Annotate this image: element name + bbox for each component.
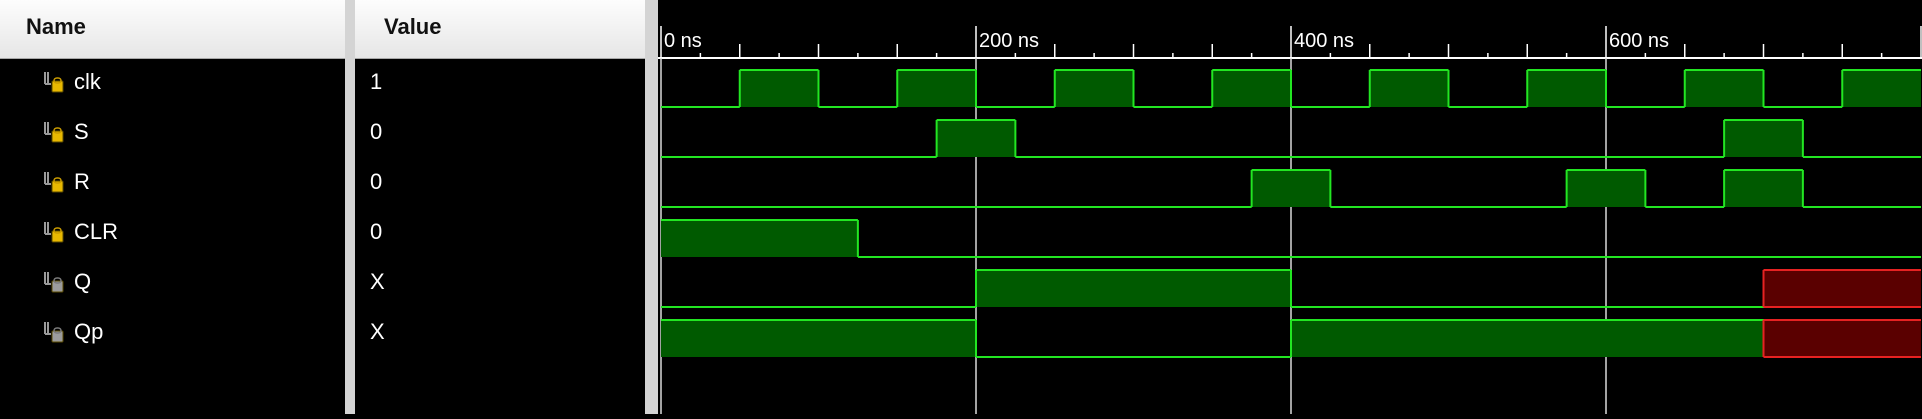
signal-name-label: S bbox=[74, 119, 89, 144]
ruler-label: 400 ns bbox=[1294, 30, 1354, 52]
output-port-icon bbox=[44, 272, 64, 293]
waveform-q-high-fill bbox=[976, 270, 1291, 307]
ruler-label: 0 ns bbox=[664, 30, 702, 52]
waveform-clk-high-fill bbox=[1054, 70, 1134, 107]
waveform-clk-high-fill bbox=[1684, 70, 1764, 107]
waveform-canvas[interactable]: 0 ns 200 ns 400 ns 600 ns bbox=[658, 0, 1922, 414]
signal-name-label: R bbox=[74, 169, 90, 194]
signal-row-clr[interactable]: CLR bbox=[0, 209, 345, 259]
ruler-label: 600 ns bbox=[1609, 30, 1669, 52]
waveform-q-unknown-fill bbox=[1763, 270, 1921, 307]
waveform-clk-high-fill bbox=[1369, 70, 1449, 107]
input-port-icon bbox=[44, 172, 64, 193]
signal-name-label: clk bbox=[74, 69, 101, 94]
signal-name-label: Q bbox=[74, 269, 92, 294]
input-port-icon bbox=[44, 122, 64, 143]
value-column-header[interactable]: Value bbox=[355, 0, 645, 59]
input-port-icon bbox=[44, 222, 64, 243]
input-port-icon bbox=[44, 72, 64, 93]
output-port-icon bbox=[44, 322, 64, 343]
signal-value: 0 bbox=[370, 169, 383, 194]
signal-row-r[interactable]: R bbox=[0, 159, 345, 209]
value-header-label: Value bbox=[384, 14, 442, 39]
ruler-label: 200 ns bbox=[979, 30, 1039, 52]
signal-row-s[interactable]: S bbox=[0, 109, 345, 159]
signal-row-q[interactable]: Q bbox=[0, 259, 345, 309]
signal-value: X bbox=[370, 319, 385, 344]
waveform-qp-high-fill bbox=[661, 320, 976, 357]
signal-row-qp[interactable]: Qp bbox=[0, 309, 345, 359]
waveform-qp-unknown-fill bbox=[1763, 320, 1921, 357]
waveform-r-high-fill bbox=[1566, 170, 1646, 207]
signal-value: 1 bbox=[370, 69, 383, 94]
waveform-panel[interactable]: 0 ns 200 ns 400 ns 600 ns bbox=[658, 0, 1922, 414]
name-column-header[interactable]: Name bbox=[0, 0, 345, 59]
waveform-r-high-fill bbox=[1724, 170, 1803, 207]
signal-name-label: CLR bbox=[74, 219, 119, 244]
names-values-splitter[interactable] bbox=[345, 0, 355, 414]
waveform-clk-high-fill bbox=[739, 70, 819, 107]
name-header-label: Name bbox=[26, 14, 86, 39]
signal-row-clk[interactable]: clk bbox=[0, 59, 345, 109]
signal-name-label: Qp bbox=[74, 319, 104, 344]
waveform-clk-high-fill bbox=[1842, 70, 1921, 107]
signal-value: 0 bbox=[370, 119, 383, 144]
waveform-qp-high-fill bbox=[1291, 320, 1764, 357]
signal-value: 0 bbox=[370, 219, 383, 244]
waveform-r-high-fill bbox=[1251, 170, 1331, 207]
waveform-clr-high-fill bbox=[661, 220, 858, 257]
waveform-clk-high-fill bbox=[1527, 70, 1606, 107]
signal-names-panel: Name clk S R CLR Q Qp bbox=[0, 0, 345, 414]
waveform-clk-high-fill bbox=[897, 70, 976, 107]
waveform-clk-high-fill bbox=[1212, 70, 1291, 107]
waveform-s-high-fill bbox=[1724, 120, 1803, 157]
values-wave-splitter[interactable] bbox=[645, 0, 658, 414]
signal-value: X bbox=[370, 269, 385, 294]
waveform-s-high-fill bbox=[936, 120, 1016, 157]
